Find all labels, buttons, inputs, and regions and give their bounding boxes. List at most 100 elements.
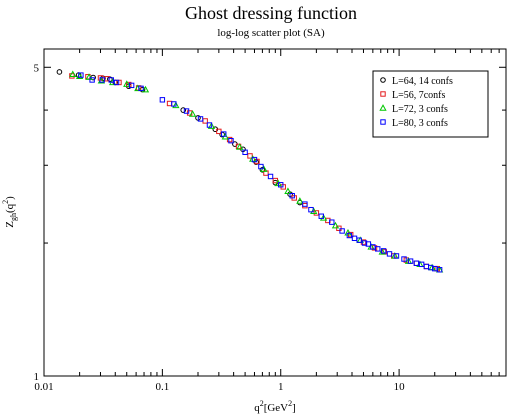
data-point-series-4 [329, 219, 335, 225]
data-point-series-3 [123, 80, 131, 87]
data-point-series-4 [251, 156, 258, 163]
data-point-series-1 [56, 69, 63, 75]
data-point-series-2 [226, 136, 233, 143]
data-point-series-4 [401, 256, 407, 262]
data-point-series-1 [259, 166, 266, 173]
data-point-series-4 [356, 237, 362, 243]
data-point-series-4 [113, 79, 120, 86]
x-ticks: 0.01 0.1 1 10 [34, 49, 507, 393]
data-point-series-2 [202, 118, 208, 124]
data-point-series-3 [319, 214, 328, 221]
x-axis-label-rest: [GeV [264, 402, 288, 414]
data-point-series-4 [386, 251, 393, 257]
legend-box [372, 70, 489, 138]
x-axis-label-sup2: 2 [288, 399, 292, 408]
data-point-series-4 [308, 206, 314, 213]
data-point-series-4 [206, 122, 213, 128]
data-point-series-4 [159, 97, 166, 103]
data-point-series-3 [141, 85, 150, 93]
legend-marker-series-3 [379, 104, 387, 111]
y-axis-label-end: ) [4, 196, 16, 200]
legend-marker-series-1 [380, 77, 386, 83]
y-axis-label-sup: 2 [1, 200, 10, 204]
data-point-series-4 [365, 241, 372, 247]
x-tick-label: 1 [278, 381, 284, 393]
data-point-series-3 [172, 101, 180, 109]
legend-label-series-2: L=56, 7confs [392, 90, 446, 101]
data-point-series-4 [423, 263, 430, 270]
y-axis-label: Zgh(q2) [1, 196, 18, 228]
data-point-series-4 [407, 258, 414, 264]
legend-marker-series-4 [380, 119, 386, 125]
data-point-series-3 [310, 207, 318, 215]
data-point-series-3 [188, 110, 197, 117]
data-point-series-4 [436, 267, 443, 273]
data-point-series-3 [207, 122, 216, 129]
data-point-series-2 [166, 100, 173, 107]
data-point-series-2 [302, 202, 308, 209]
data-point-series-4 [302, 201, 308, 207]
data-point-series-4 [278, 182, 284, 188]
x-axis-label-end: ] [292, 402, 296, 414]
x-axis-label-base: q [254, 402, 260, 414]
data-point-series-4 [89, 77, 95, 83]
data-point-series-4 [339, 228, 345, 234]
data-point-series-3 [331, 221, 340, 229]
data-point-series-4 [78, 72, 84, 78]
data-point-series-2 [371, 245, 378, 251]
x-axis-label-sup: 2 [260, 399, 264, 408]
data-point-series-3 [69, 70, 77, 78]
data-point-series-4 [138, 85, 144, 92]
chart-subtitle: log-log scatter plot (SA) [217, 27, 325, 39]
data-point-series-3 [236, 143, 244, 150]
data-point-series-2 [247, 153, 253, 159]
data-point-series-2 [313, 210, 320, 216]
data-point-series-4 [289, 192, 295, 199]
data-point-series-4 [228, 137, 234, 144]
data-point-series-4 [318, 213, 324, 219]
data-point-series-4 [108, 77, 114, 83]
x-axis-label: q2[GeV2] [254, 399, 296, 414]
data-point-series-4 [242, 149, 248, 155]
data-point-series-4 [413, 260, 420, 266]
data-point-series-1 [107, 76, 113, 82]
data-point-series-4 [361, 240, 368, 246]
data-point-series-3 [284, 187, 292, 194]
data-point-series-4 [128, 82, 135, 89]
legend-label-series-4: L=80, 3 confs [392, 118, 448, 129]
y-tick-label: 1 [34, 371, 40, 383]
data-point-series-4 [171, 101, 177, 107]
data-point-series-4 [221, 131, 227, 137]
data-point-series-3 [296, 197, 304, 204]
legend-marker-series-2 [380, 91, 386, 97]
data-point-series-4 [380, 248, 387, 254]
data-point-series-2 [423, 263, 430, 270]
data-point-series-1 [180, 107, 187, 113]
chart-title: Ghost dressing function [185, 3, 357, 23]
data-points [56, 69, 444, 273]
data-point-series-4 [375, 246, 381, 252]
legend-label-series-3: L=72, 3 confs [392, 104, 448, 115]
x-tick-label: 0.1 [155, 381, 169, 393]
data-point-series-4 [183, 108, 190, 114]
data-point-series-3 [378, 248, 386, 255]
data-point-series-4 [393, 253, 400, 259]
data-point-series-4 [267, 173, 274, 180]
y-axis-label-sub: gh [9, 213, 18, 221]
legend-label-series-1: L=64, 14 confs [392, 76, 453, 87]
data-point-series-4 [197, 116, 204, 122]
data-point-series-4 [99, 77, 105, 83]
data-point-series-2 [272, 177, 279, 184]
data-point-series-3 [344, 228, 352, 236]
data-point-series-3 [85, 73, 93, 80]
x-tick-label: 0.01 [34, 381, 53, 393]
x-tick-label: 10 [394, 381, 406, 393]
data-point-series-4 [346, 232, 353, 239]
y-axis-label-rest: (q [4, 203, 16, 213]
y-tick-label: 5 [34, 62, 40, 74]
data-point-series-4 [258, 163, 264, 170]
legend: L=64, 14 confs L=56, 7confs L=72, 3 confs L… [372, 70, 489, 138]
y-ticks: 15 [34, 62, 506, 383]
y-axis-label-base: Z [4, 221, 16, 228]
